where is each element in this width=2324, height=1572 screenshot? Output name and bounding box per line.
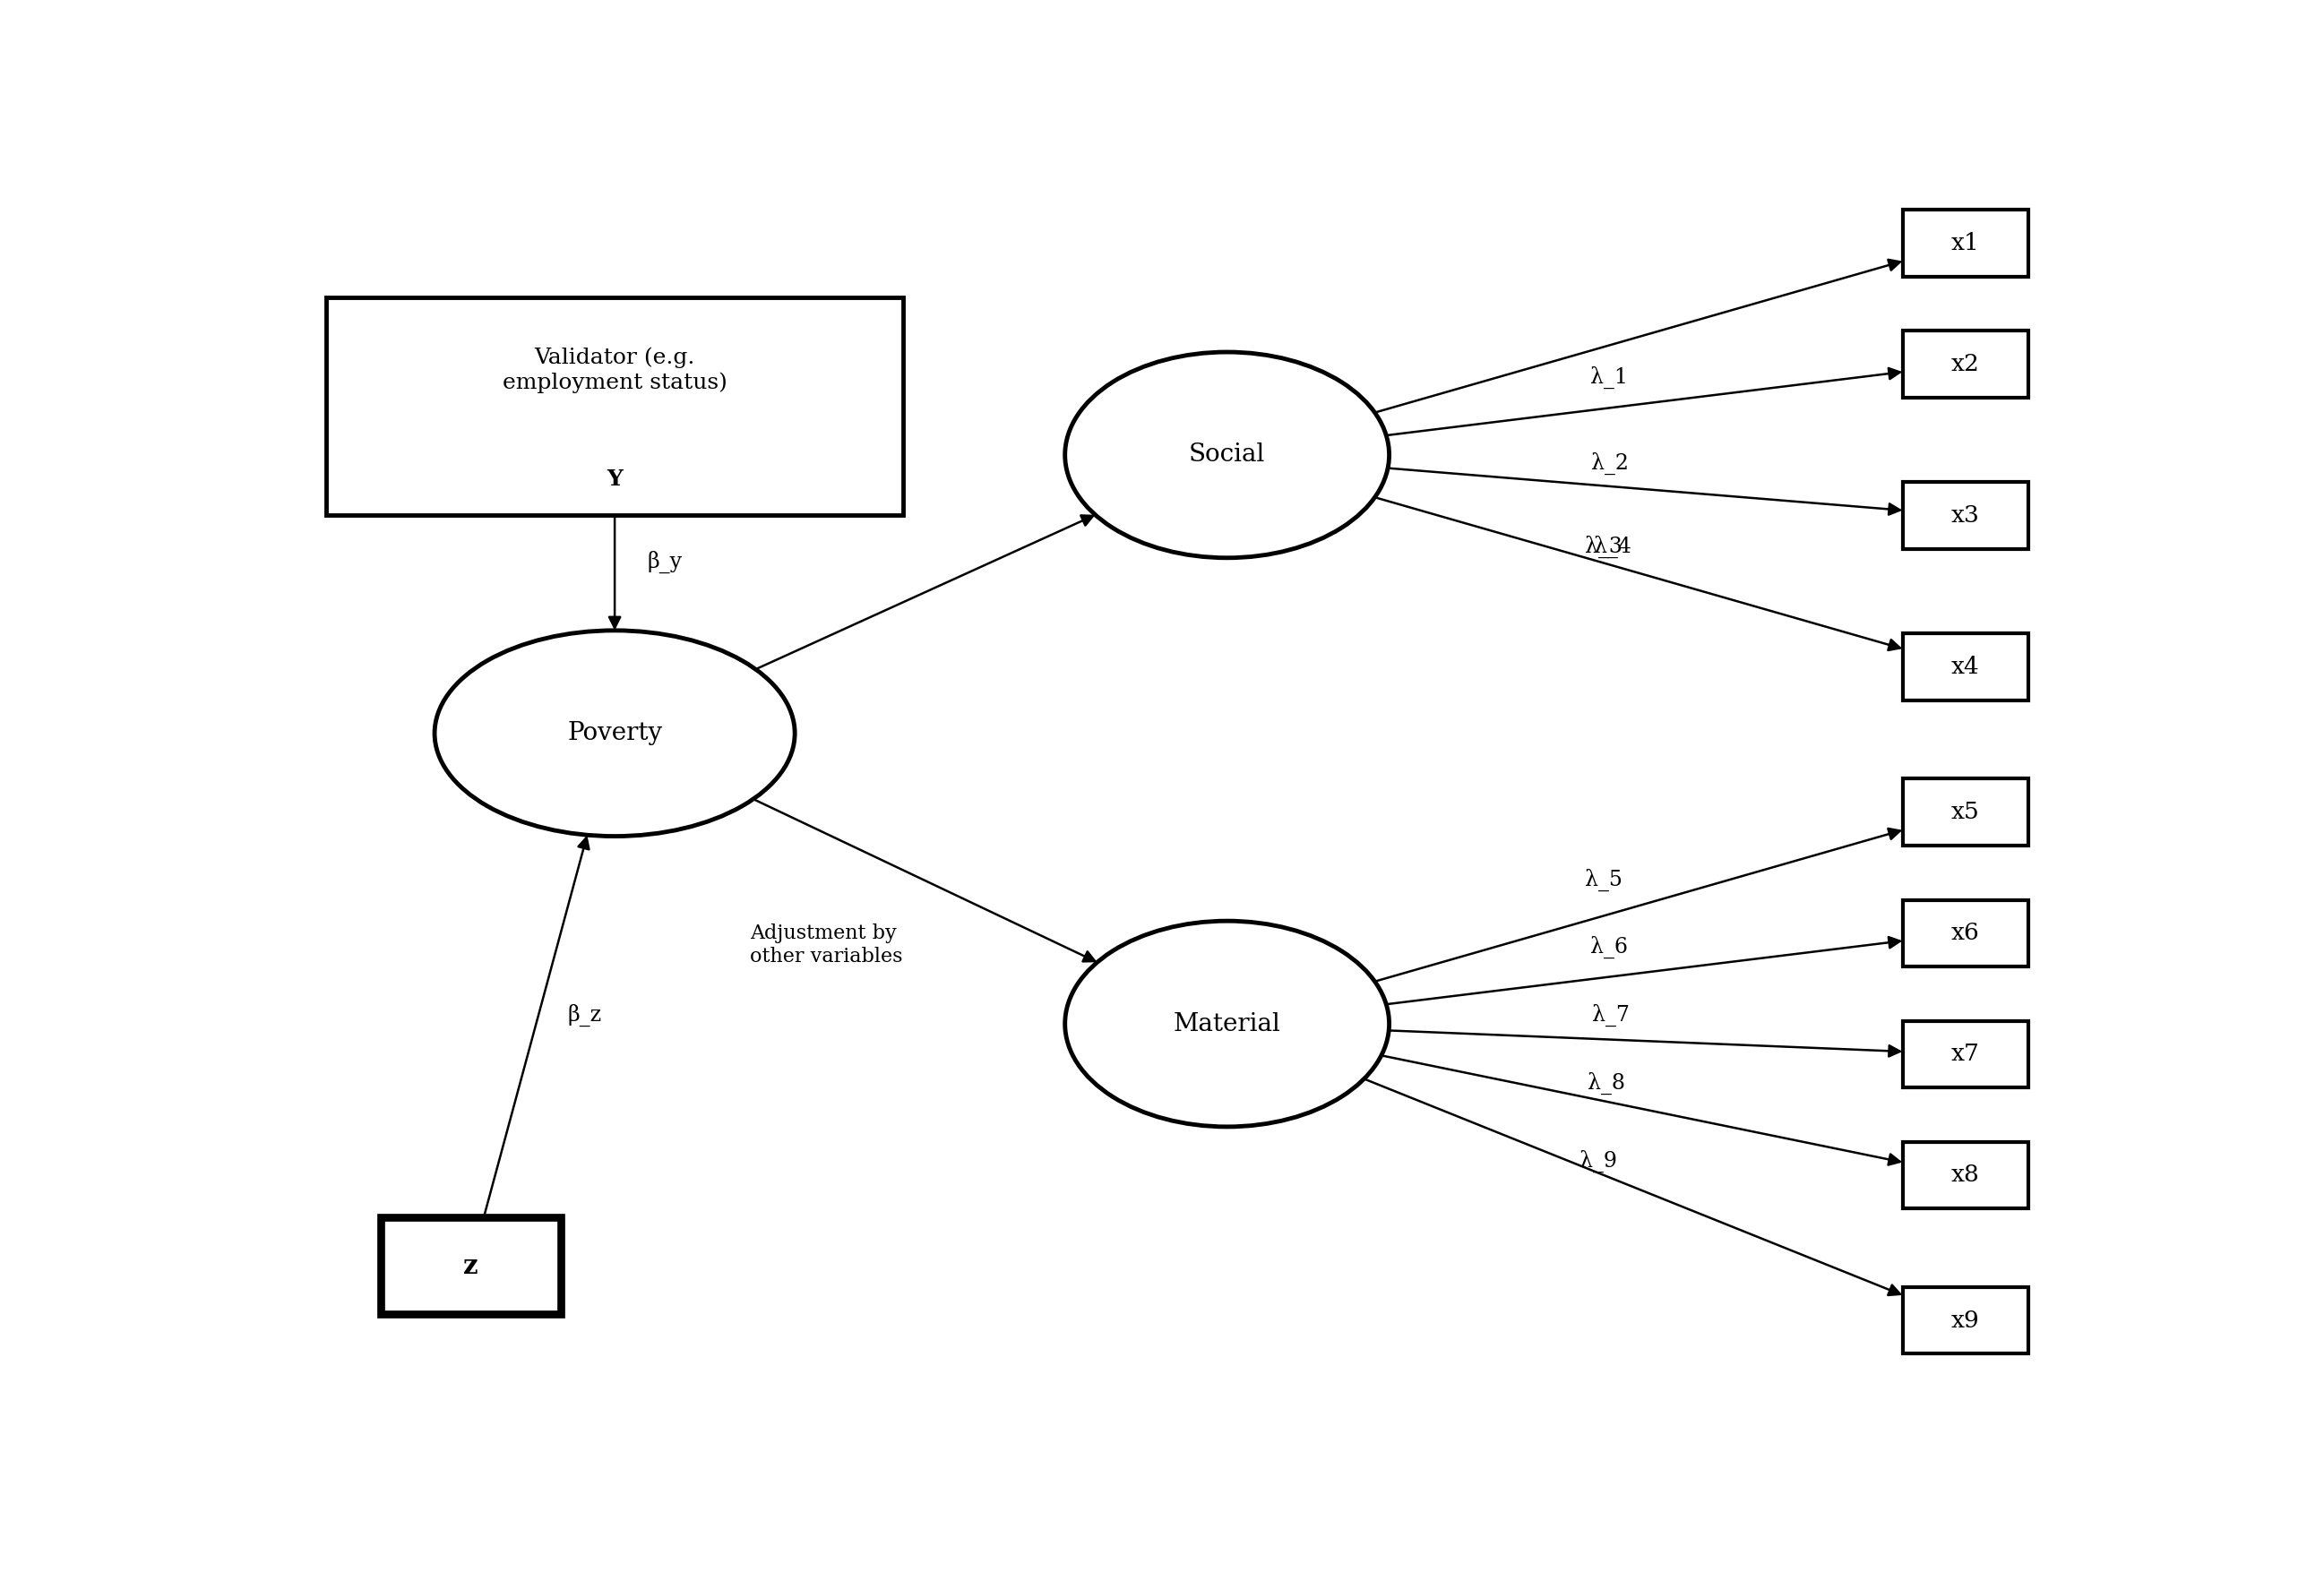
- Text: Adjustment by
other variables: Adjustment by other variables: [751, 924, 902, 967]
- FancyBboxPatch shape: [1903, 483, 2029, 549]
- Text: β_y: β_y: [646, 550, 683, 572]
- Text: x1: x1: [1952, 233, 1980, 255]
- Text: Social: Social: [1190, 443, 1264, 467]
- Text: Material: Material: [1174, 1012, 1281, 1036]
- FancyBboxPatch shape: [1903, 209, 2029, 277]
- Text: λ_2: λ_2: [1592, 453, 1629, 475]
- Text: x4: x4: [1952, 656, 1980, 678]
- FancyBboxPatch shape: [1903, 634, 2029, 700]
- Text: Poverty: Poverty: [567, 722, 662, 745]
- Ellipse shape: [1064, 921, 1390, 1127]
- Text: λ_9: λ_9: [1580, 1149, 1618, 1173]
- FancyBboxPatch shape: [1903, 330, 2029, 398]
- FancyBboxPatch shape: [1903, 1287, 2029, 1353]
- Text: λ_1: λ_1: [1590, 366, 1627, 390]
- Text: λ_6: λ_6: [1590, 935, 1627, 957]
- FancyBboxPatch shape: [1903, 1020, 2029, 1088]
- Text: x8: x8: [1952, 1163, 1980, 1187]
- Text: x7: x7: [1952, 1042, 1980, 1066]
- Ellipse shape: [435, 630, 795, 836]
- Text: x5: x5: [1952, 800, 1980, 824]
- Text: x9: x9: [1952, 1309, 1980, 1331]
- FancyBboxPatch shape: [1903, 1141, 2029, 1209]
- FancyBboxPatch shape: [381, 1217, 560, 1314]
- FancyBboxPatch shape: [325, 297, 902, 516]
- Text: Validator (e.g.
employment status): Validator (e.g. employment status): [502, 347, 727, 393]
- FancyBboxPatch shape: [1903, 778, 2029, 846]
- Text: λ_5: λ_5: [1585, 869, 1622, 891]
- Text: z: z: [462, 1253, 479, 1280]
- Ellipse shape: [1064, 352, 1390, 558]
- Text: λ_7: λ_7: [1592, 1005, 1629, 1027]
- Text: λ_8: λ_8: [1587, 1072, 1624, 1094]
- Text: x6: x6: [1952, 921, 1980, 945]
- Text: λ_4: λ_4: [1594, 536, 1631, 558]
- Text: x3: x3: [1952, 505, 1980, 527]
- Text: Y: Y: [607, 468, 623, 490]
- FancyBboxPatch shape: [1903, 899, 2029, 967]
- Text: x2: x2: [1952, 354, 1980, 376]
- Text: λ_3: λ_3: [1585, 536, 1622, 558]
- Text: β_z: β_z: [567, 1003, 602, 1027]
